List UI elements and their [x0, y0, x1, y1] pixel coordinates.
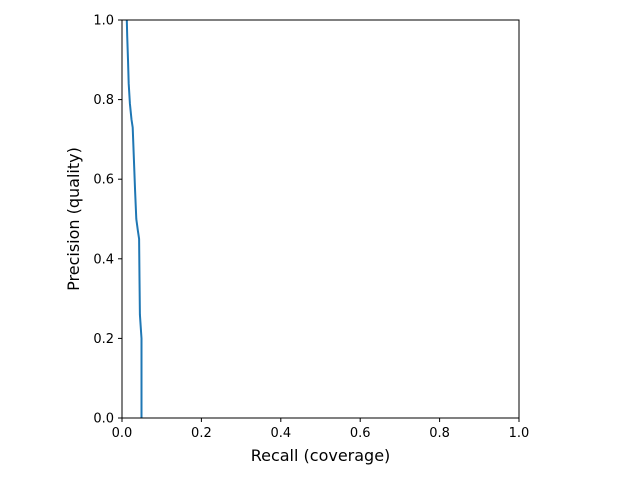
y-tick-label: 0.8 [93, 93, 114, 108]
x-tick-label: 0.8 [429, 426, 450, 441]
x-axis: 0.0 0.2 0.4 0.6 0.8 1.0 [112, 418, 530, 441]
plot-frame [121, 19, 520, 419]
y-tick-label: 0.0 [93, 412, 114, 427]
x-tick-label: 1.0 [509, 426, 530, 441]
y-tick-label: 0.6 [93, 173, 114, 188]
series-line-0 [125, 20, 143, 418]
y-tick-label: 0.2 [93, 332, 114, 347]
x-tick-label: 0.0 [112, 426, 133, 441]
x-tick-label: 0.4 [270, 426, 291, 441]
y-tick-label: 0.4 [93, 252, 114, 267]
y-axis-label: Precision (quality) [64, 147, 83, 291]
y-tick-label: 1.0 [93, 14, 114, 29]
y-axis: 0.0 0.2 0.4 0.6 0.8 1.0 [93, 14, 122, 427]
x-tick-label: 0.2 [191, 426, 212, 441]
x-tick-label: 0.6 [350, 426, 371, 441]
series-layer [125, 20, 143, 418]
x-axis-label: Recall (coverage) [251, 446, 391, 465]
